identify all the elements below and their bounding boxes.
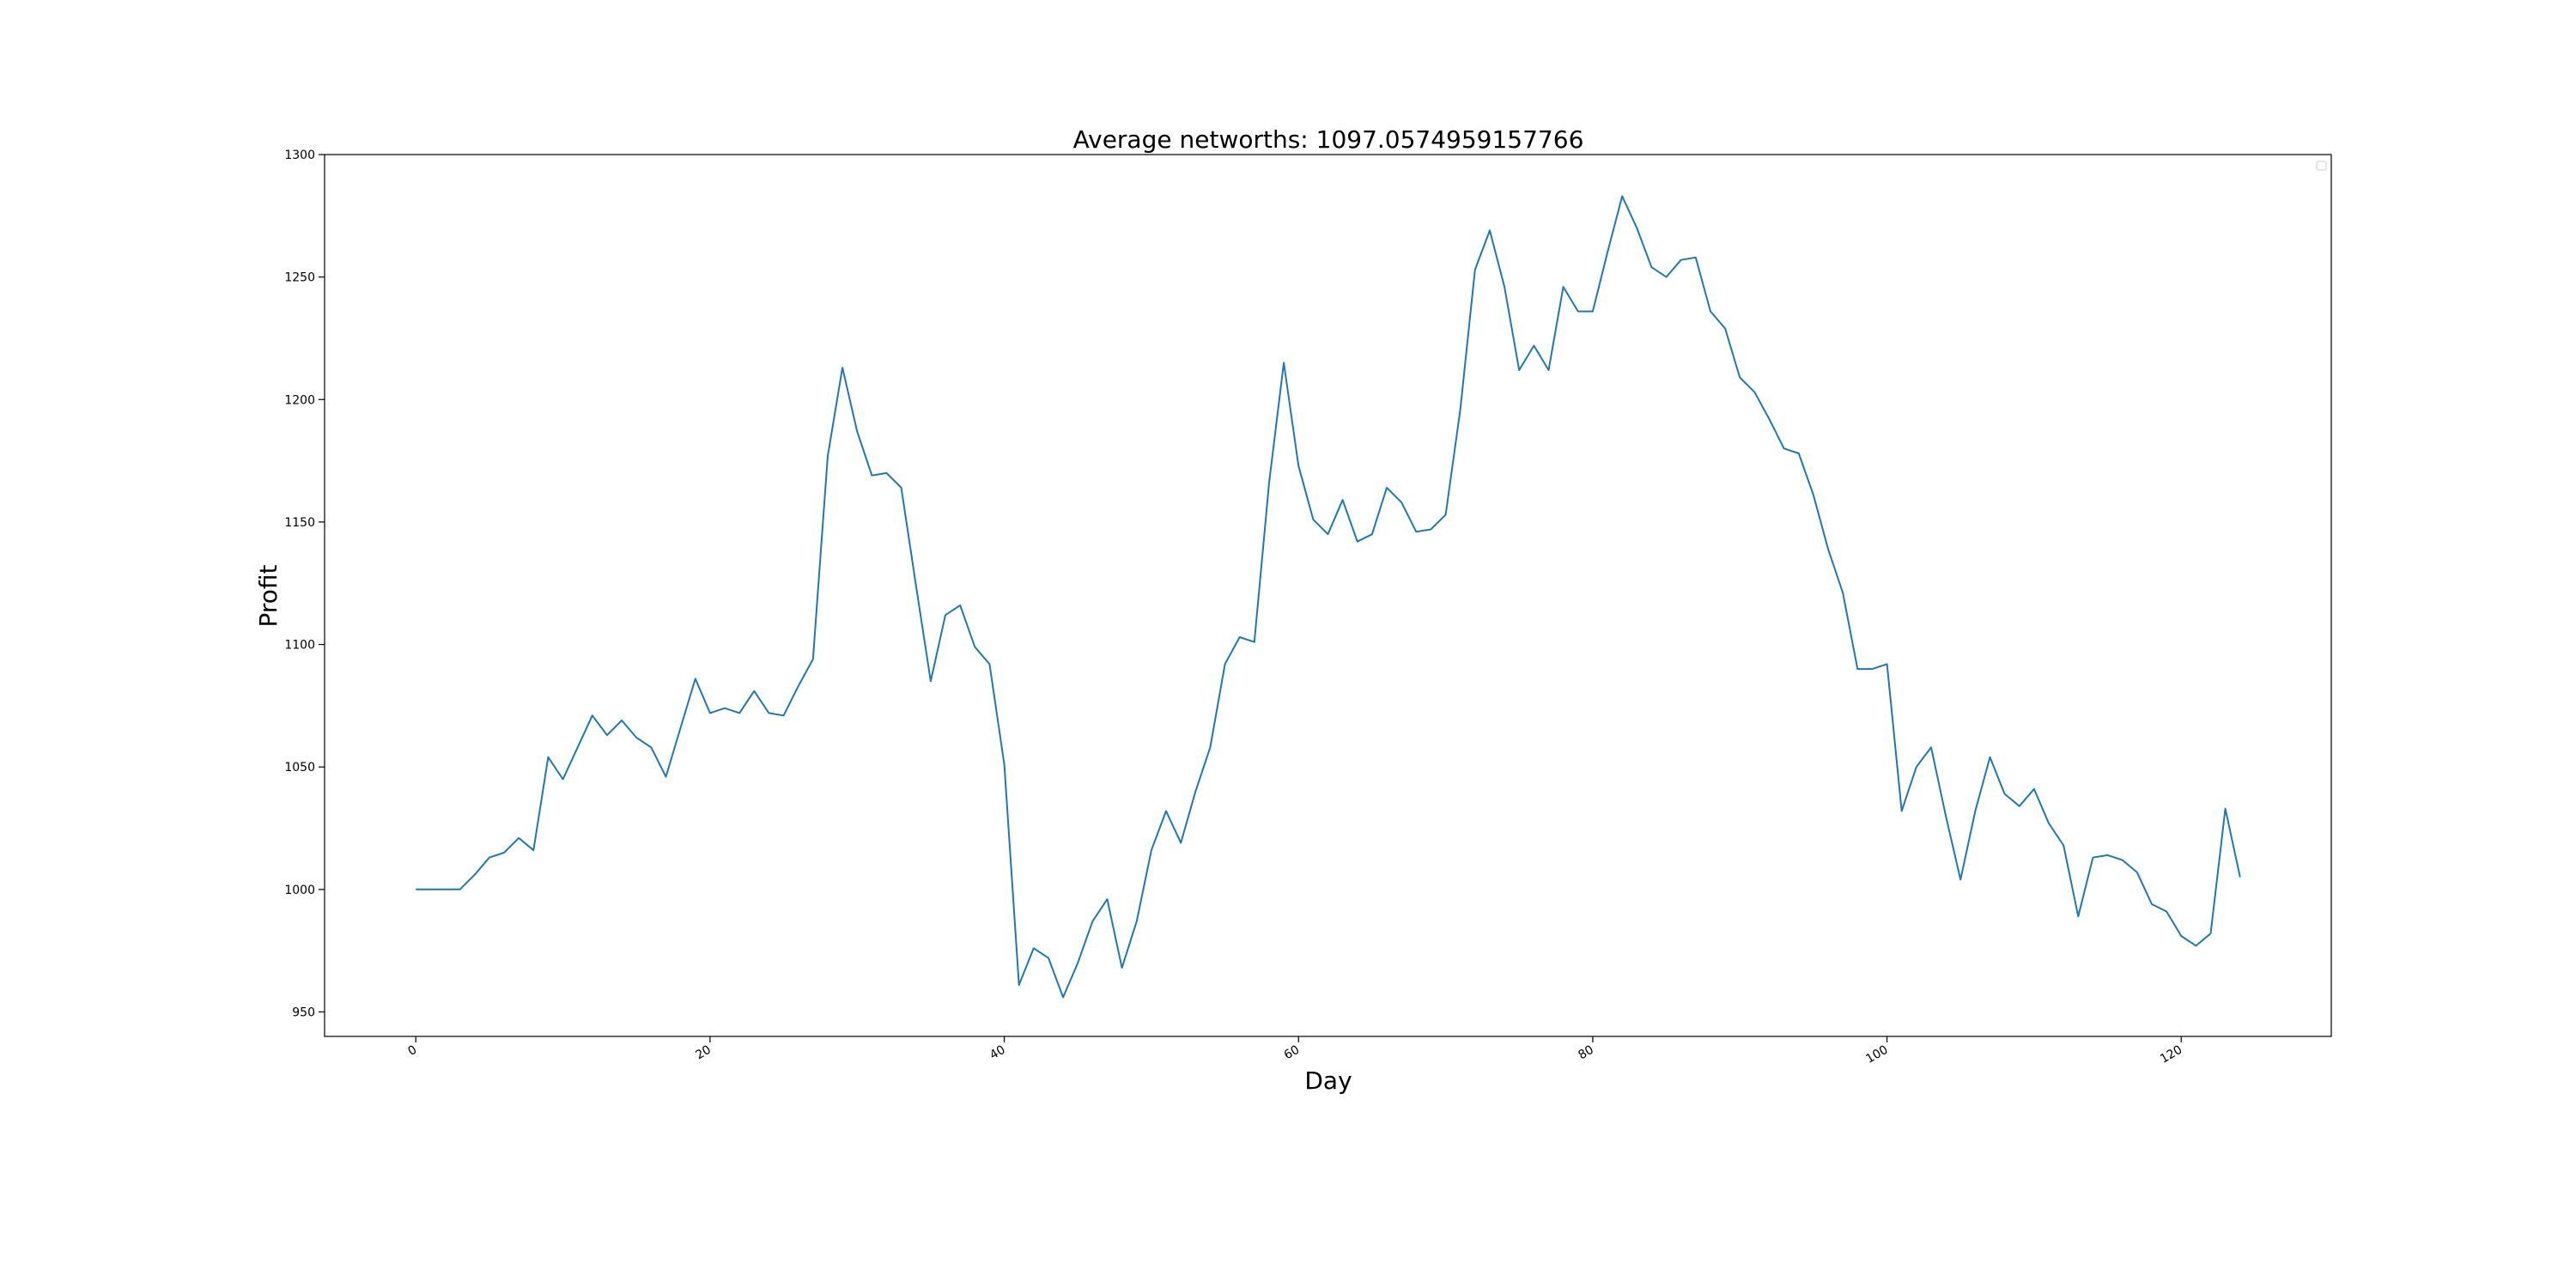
plot-frame (324, 154, 2332, 1037)
y-tick-label: 1200 (284, 393, 315, 407)
chart-title: Average networths: 1097.0574959157766 (1073, 125, 1584, 154)
y-tick-label: 1300 (284, 149, 315, 162)
y-axis-label: Profit (254, 564, 283, 627)
y-tick-label: 1250 (284, 271, 315, 285)
x-tick-label: 60 (1282, 1043, 1302, 1063)
y-tick-label: 1150 (284, 516, 315, 530)
y-tick-label: 950 (292, 1005, 315, 1019)
y-axis: 950 1000 1050 1100 1150 1200 1250 1300 (284, 149, 325, 1019)
x-tick-label: 0 (406, 1043, 420, 1059)
x-tick-label: 120 (2158, 1043, 2184, 1066)
x-tick-label: 20 (693, 1043, 713, 1063)
x-axis-label: Day (1304, 1066, 1352, 1095)
x-tick-label: 100 (1863, 1043, 1890, 1066)
y-tick-label: 1050 (284, 761, 315, 775)
series-line (416, 195, 2241, 999)
y-tick-label: 1000 (284, 884, 315, 897)
x-tick-label: 80 (1576, 1043, 1595, 1063)
y-tick-label: 1100 (284, 639, 315, 653)
legend (2316, 161, 2327, 171)
x-axis: 0 20 40 60 80 100 120 (406, 1036, 2184, 1066)
x-tick-label: 40 (987, 1043, 1007, 1063)
